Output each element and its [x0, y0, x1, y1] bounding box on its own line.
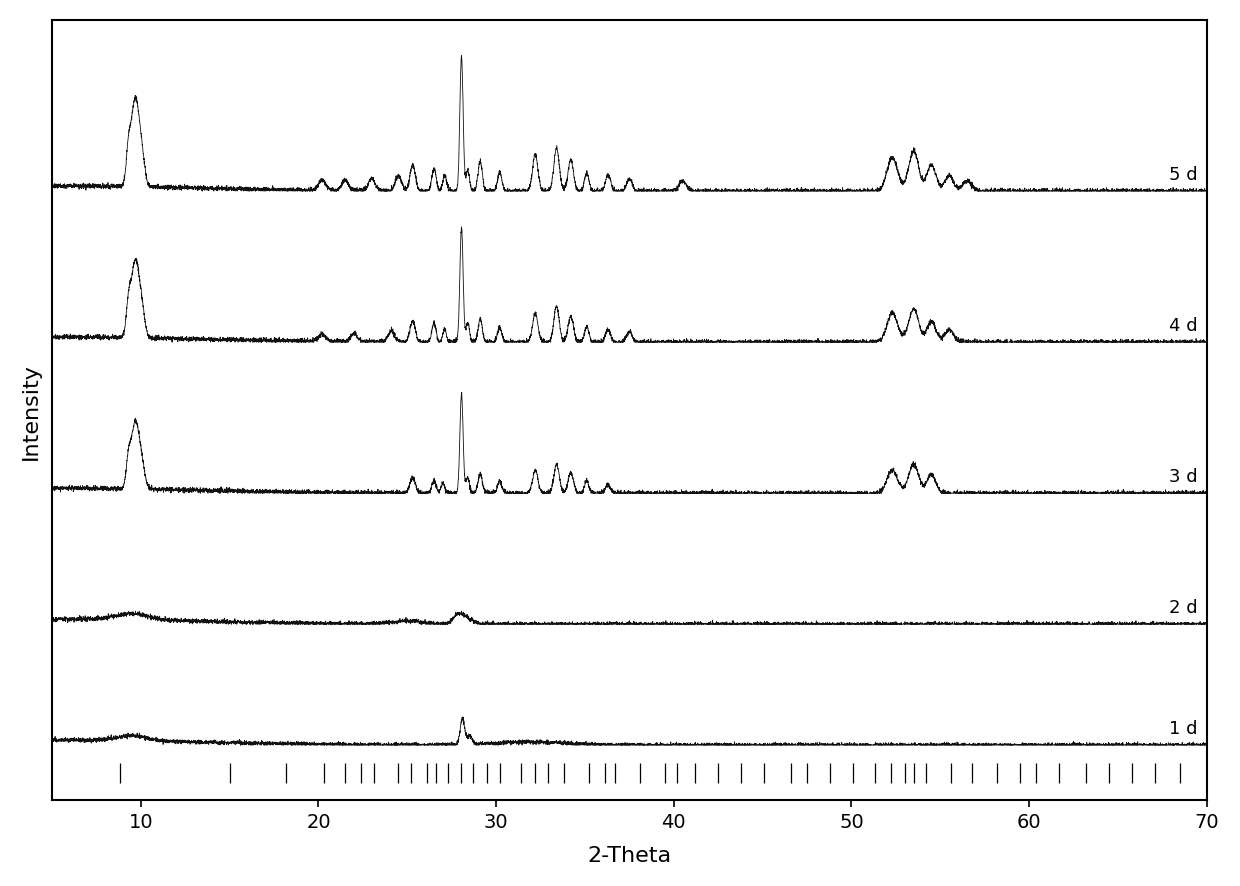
Y-axis label: Intensity: Intensity	[21, 362, 41, 459]
Text: 5 d: 5 d	[1169, 166, 1198, 183]
Text: 4 d: 4 d	[1169, 317, 1198, 335]
Text: 3 d: 3 d	[1169, 468, 1198, 486]
Text: 1 d: 1 d	[1169, 719, 1198, 737]
Text: 2 d: 2 d	[1169, 598, 1198, 617]
X-axis label: 2-Theta: 2-Theta	[588, 845, 672, 866]
